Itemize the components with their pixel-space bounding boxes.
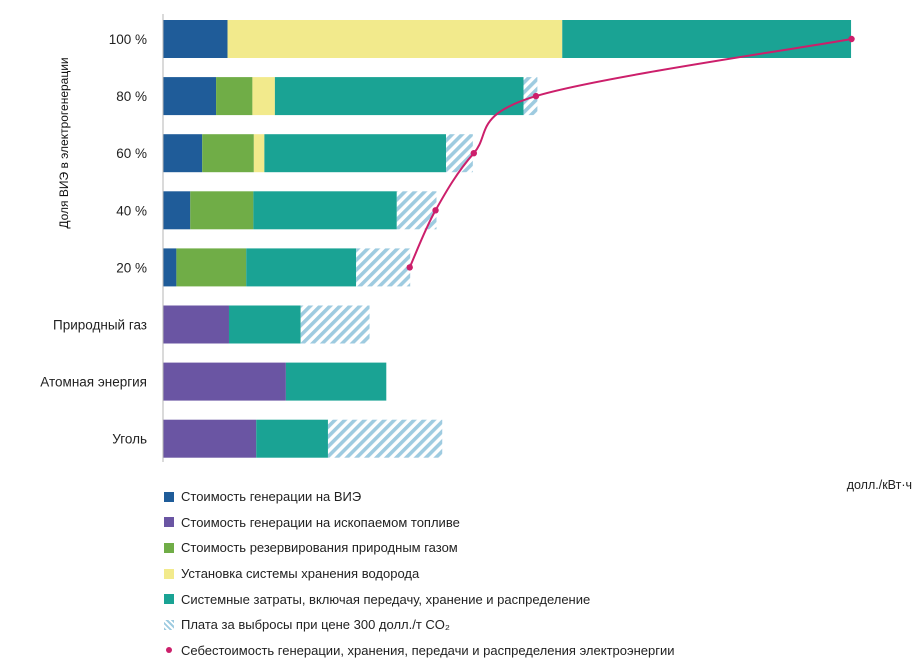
legend-swatch-line xyxy=(166,647,172,654)
legend-item-4: Установка системы хранения водорода xyxy=(164,561,675,587)
category-label-6: Природный газ xyxy=(53,318,147,333)
bar-segment-4-series-6 xyxy=(396,191,437,230)
bar-segment-8-series-2 xyxy=(163,419,257,458)
bar-segment-3-series-5 xyxy=(264,134,447,173)
y-axis-label: Доля ВИЭ в электрогенерации xyxy=(57,57,71,228)
bar-segment-4-series-1 xyxy=(163,191,191,230)
bar-segment-3-series-4 xyxy=(253,134,265,173)
bar-segment-8-series-6 xyxy=(327,419,443,458)
bar-segment-4-series-5 xyxy=(253,191,397,230)
bar-segment-2-series-6 xyxy=(523,77,538,116)
bar-segment-1-series-5 xyxy=(562,20,852,58)
legend-item-6: Плата за выбросы при цене 300 долл./т CO… xyxy=(164,612,675,638)
category-labels: 100 % 80 % 60 % 40 % 20 % Природный газ Атомна… xyxy=(40,32,147,447)
category-label-4: 40 % xyxy=(116,203,147,218)
category-label-8: Уголь xyxy=(112,432,147,447)
bar-segment-7-series-2 xyxy=(163,362,286,401)
legend: Стоимость генерации на ВИЭ Стоимость гене… xyxy=(164,484,675,663)
bar-segment-2-series-4 xyxy=(252,77,275,116)
bar-segment-2-series-1 xyxy=(163,77,217,116)
bar-segment-2-series-3 xyxy=(216,77,253,116)
legend-item-line: Себестоимость генерации, хранения, перед… xyxy=(164,638,675,664)
legend-label-5: Системные затраты, включая передачу, хра… xyxy=(181,591,591,607)
legend-swatch-2 xyxy=(164,517,174,528)
legend-swatch-6 xyxy=(164,619,174,630)
bar-segment-3-series-6 xyxy=(446,134,473,173)
legend-label-3: Стоимость резервирования природным газом xyxy=(181,540,458,556)
legend-item-3: Стоимость резервирования природным газом xyxy=(164,535,675,561)
legend-item-2: Стоимость генерации на ископаемом топлив… xyxy=(164,510,675,536)
bar-segment-3-series-3 xyxy=(202,134,254,173)
legend-label-2: Стоимость генерации на ископаемом топлив… xyxy=(181,514,460,530)
bar-segment-8-series-5 xyxy=(256,419,328,458)
bar-segment-1-series-1 xyxy=(163,20,228,58)
cost-point-2 xyxy=(432,207,439,214)
bar-segment-4-series-3 xyxy=(190,191,254,230)
bar-segment-6-series-6 xyxy=(300,305,370,344)
bars-group xyxy=(163,20,852,458)
cost-point-3 xyxy=(470,150,477,157)
category-label-2: 80 % xyxy=(116,89,147,104)
legend-swatch-4 xyxy=(164,568,174,579)
cost-point-1 xyxy=(406,264,413,271)
cost-point-5 xyxy=(848,35,855,43)
bar-segment-7-series-5 xyxy=(285,362,387,401)
category-label-5: 20 % xyxy=(116,260,147,275)
legend-label-1: Стоимость генерации на ВИЭ xyxy=(181,489,362,505)
legend-swatch-3 xyxy=(164,542,174,553)
bar-segment-3-series-1 xyxy=(163,134,203,173)
category-label-1: 100 % xyxy=(109,32,147,47)
x-axis-unit-label: долл./кВт·ч xyxy=(847,478,912,492)
cost-point-4 xyxy=(532,92,540,100)
legend-swatch-5 xyxy=(164,594,174,605)
bar-segment-5-series-5 xyxy=(246,248,357,287)
bar-segment-2-series-5 xyxy=(274,77,524,116)
category-label-7: Атомная энергия xyxy=(40,375,147,390)
bar-segment-5-series-6 xyxy=(356,248,411,287)
legend-label-line: Себестоимость генерации, хранения, перед… xyxy=(181,642,675,658)
cost-line-points xyxy=(406,35,855,271)
bar-segment-1-series-4 xyxy=(227,20,563,58)
bar-segment-6-series-2 xyxy=(163,305,229,344)
bar-segment-5-series-1 xyxy=(163,248,177,287)
legend-label-6: Плата за выбросы при цене 300 долл./т CO… xyxy=(181,617,450,633)
legend-swatch-1 xyxy=(164,491,174,502)
category-label-3: 60 % xyxy=(116,146,147,161)
legend-item-5: Системные затраты, включая передачу, хра… xyxy=(164,586,675,612)
legend-item-1: Стоимость генерации на ВИЭ xyxy=(164,484,675,510)
bar-segment-6-series-5 xyxy=(228,305,301,344)
bar-segment-5-series-3 xyxy=(176,248,247,287)
legend-label-4: Установка системы хранения водорода xyxy=(181,566,420,582)
